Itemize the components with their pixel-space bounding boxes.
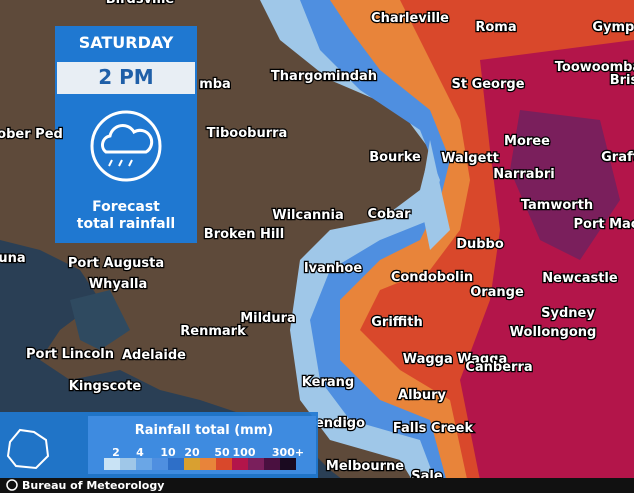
legend-title: Rainfall total (mm) (135, 423, 273, 438)
place-label: Port Augusta (68, 256, 164, 271)
legend-swatch (104, 458, 120, 470)
place-label: Kerang (302, 375, 354, 390)
place-label: Tamworth (521, 198, 593, 213)
place-label: Albury (398, 388, 446, 403)
place-label: Broken Hill (204, 227, 284, 242)
legend-swatch (152, 458, 168, 470)
place-label: Bourke (369, 150, 421, 165)
place-label: Thargomindah (271, 69, 377, 84)
legend-tick: 2 (112, 446, 120, 459)
legend-tick: 10 (160, 446, 176, 459)
place-label: Cobar (368, 207, 412, 222)
place-label: Condobolin (391, 270, 473, 285)
place-label: Wollongong (510, 325, 597, 340)
place-label: endigo (315, 416, 365, 431)
place-label: Canberra (465, 360, 532, 375)
legend-swatch (248, 458, 264, 470)
place-label: Dubbo (456, 237, 504, 252)
place-label: Sydney (541, 306, 595, 321)
legend-tick: 20 (184, 446, 200, 459)
place-label: Birdsville (106, 0, 175, 7)
place-label: Falls Creek (393, 421, 474, 436)
legend-swatch (120, 458, 136, 470)
day: SATURDAY (79, 33, 174, 52)
place-label: una (0, 251, 26, 266)
place-label: Charleville (371, 11, 449, 26)
legend-tick: 4 (136, 446, 144, 459)
place-label: Orange (470, 285, 524, 300)
legend-swatch (216, 458, 232, 470)
legend-swatch (264, 458, 280, 470)
legend-swatch (168, 458, 184, 470)
place-label: Graft (601, 150, 634, 165)
legend-swatch (184, 458, 200, 470)
place-label: Port Lincoln (26, 347, 114, 362)
place-label: Adelaide (122, 348, 186, 363)
place-label: Melbourne (326, 459, 404, 474)
place-label: Moree (504, 134, 550, 149)
credit: Bureau of Meteorology (22, 479, 164, 492)
legend-tick: 300+ (272, 446, 304, 459)
place-label: ober Ped (0, 127, 63, 142)
place-label: Roma (475, 20, 516, 35)
place-label: Whyalla (89, 277, 148, 292)
legend-swatch (136, 458, 152, 470)
place-label: Wagga Wagga (403, 352, 508, 367)
place-label: Gympie (592, 20, 634, 35)
legend-swatch (280, 458, 296, 470)
time: 2 PM (98, 65, 153, 89)
legend-tick: 50 (214, 446, 230, 459)
caption-line: Forecast (92, 199, 160, 215)
place-label: Ivanhoe (304, 261, 363, 276)
place-label: Narrabri (493, 167, 554, 182)
legend-swatch (200, 458, 216, 470)
place-label: Kingscote (69, 379, 142, 394)
place-label: Tibooburra (207, 126, 288, 141)
place-label: Mildura (240, 311, 296, 326)
place-label: mba (199, 77, 231, 92)
legend-swatch (232, 458, 248, 470)
place-label: Walgett (441, 151, 499, 166)
place-label: St George (451, 77, 524, 92)
place-label: Bris (610, 73, 634, 88)
legend-tick: 100 (233, 446, 256, 459)
place-label: Port Mac (573, 217, 634, 232)
place-label: Wilcannia (272, 208, 343, 223)
place-label: Newcastle (542, 271, 618, 286)
place-label: Toowoomba (555, 60, 634, 75)
place-label: Griffith (371, 315, 423, 330)
place-label: Renmark (180, 324, 246, 339)
caption-line: total rainfall (77, 216, 175, 232)
